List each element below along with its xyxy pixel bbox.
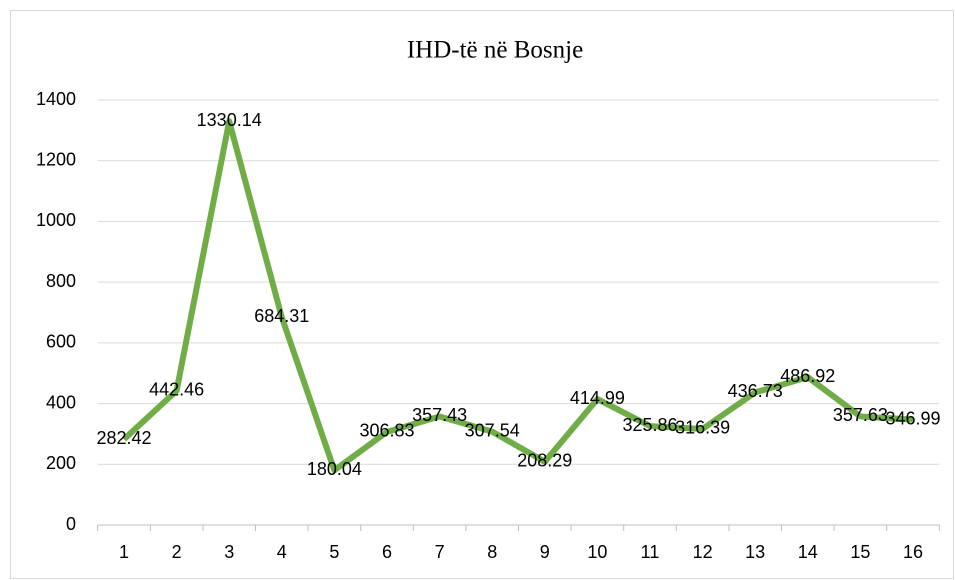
- data-label: 357.43: [412, 405, 467, 425]
- data-label: 1330.14: [197, 110, 262, 130]
- x-tick-label: 3: [224, 542, 234, 562]
- data-label: 442.46: [149, 379, 204, 399]
- y-tick-label: 1200: [36, 149, 76, 169]
- data-label: 684.31: [254, 306, 309, 326]
- data-label: 208.29: [517, 451, 572, 471]
- chart-border: [10, 10, 954, 579]
- x-tick-label: 15: [850, 542, 870, 562]
- x-tick-label: 2: [172, 542, 182, 562]
- data-label: 282.42: [96, 428, 151, 448]
- x-tick-label: 13: [745, 542, 765, 562]
- x-tick-label: 14: [798, 542, 818, 562]
- y-tick-label: 1000: [36, 210, 76, 230]
- x-tick-label: 8: [487, 542, 497, 562]
- x-tick-label: 1: [119, 542, 129, 562]
- y-tick-label: 1400: [36, 89, 76, 109]
- x-tick-label: 6: [382, 542, 392, 562]
- data-label: 346.99: [885, 408, 940, 428]
- y-tick-label: 400: [46, 392, 76, 412]
- data-label: 357.63: [833, 405, 888, 425]
- x-tick-label: 9: [540, 542, 550, 562]
- data-label: 325.86: [622, 415, 677, 435]
- data-label: 316.39: [675, 418, 730, 438]
- y-tick-label: 800: [46, 271, 76, 291]
- data-label: 307.54: [465, 420, 520, 440]
- x-tick-label: 11: [641, 542, 660, 562]
- x-tick-label: 10: [587, 542, 607, 562]
- data-label: 180.04: [307, 459, 362, 479]
- x-tick-label: 4: [277, 542, 287, 562]
- y-tick-label: 0: [66, 514, 76, 534]
- x-tick-label: 12: [693, 542, 713, 562]
- x-tick-label: 7: [435, 542, 445, 562]
- data-label: 436.73: [728, 381, 783, 401]
- y-tick-label: 600: [46, 332, 76, 352]
- data-label: 486.92: [780, 366, 835, 386]
- data-label: 414.99: [570, 388, 625, 408]
- y-tick-label: 200: [46, 453, 76, 473]
- data-label: 306.83: [359, 421, 414, 441]
- x-tick-label: 5: [329, 542, 339, 562]
- chart-title: IHD-të në Bosnje: [407, 37, 583, 64]
- x-tick-label: 16: [903, 542, 923, 562]
- line-series: [121, 118, 914, 474]
